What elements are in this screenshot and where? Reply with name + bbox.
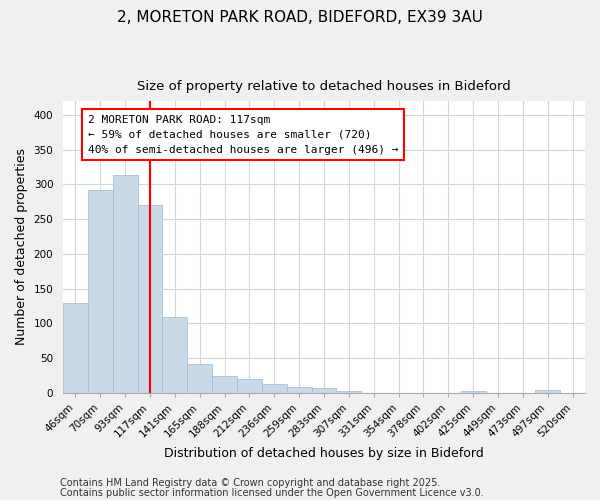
Bar	[535, 390, 560, 393]
X-axis label: Distribution of detached houses by size in Bideford: Distribution of detached houses by size …	[164, 447, 484, 460]
Bar	[137, 206, 163, 393]
Bar	[461, 390, 485, 393]
Text: Contains public sector information licensed under the Open Government Licence v3: Contains public sector information licen…	[60, 488, 484, 498]
Bar	[63, 302, 88, 393]
Bar	[113, 174, 137, 393]
Bar	[337, 390, 361, 393]
Title: Size of property relative to detached houses in Bideford: Size of property relative to detached ho…	[137, 80, 511, 93]
Text: 2, MORETON PARK ROAD, BIDEFORD, EX39 3AU: 2, MORETON PARK ROAD, BIDEFORD, EX39 3AU	[117, 10, 483, 25]
Bar	[212, 376, 237, 393]
Y-axis label: Number of detached properties: Number of detached properties	[15, 148, 28, 346]
Bar	[311, 388, 337, 393]
Bar	[163, 317, 187, 393]
Bar	[262, 384, 287, 393]
Bar	[88, 190, 113, 393]
Text: 2 MORETON PARK ROAD: 117sqm
← 59% of detached houses are smaller (720)
40% of se: 2 MORETON PARK ROAD: 117sqm ← 59% of det…	[88, 115, 398, 154]
Bar	[287, 386, 311, 393]
Text: Contains HM Land Registry data © Crown copyright and database right 2025.: Contains HM Land Registry data © Crown c…	[60, 478, 440, 488]
Bar	[237, 379, 262, 393]
Bar	[187, 364, 212, 393]
